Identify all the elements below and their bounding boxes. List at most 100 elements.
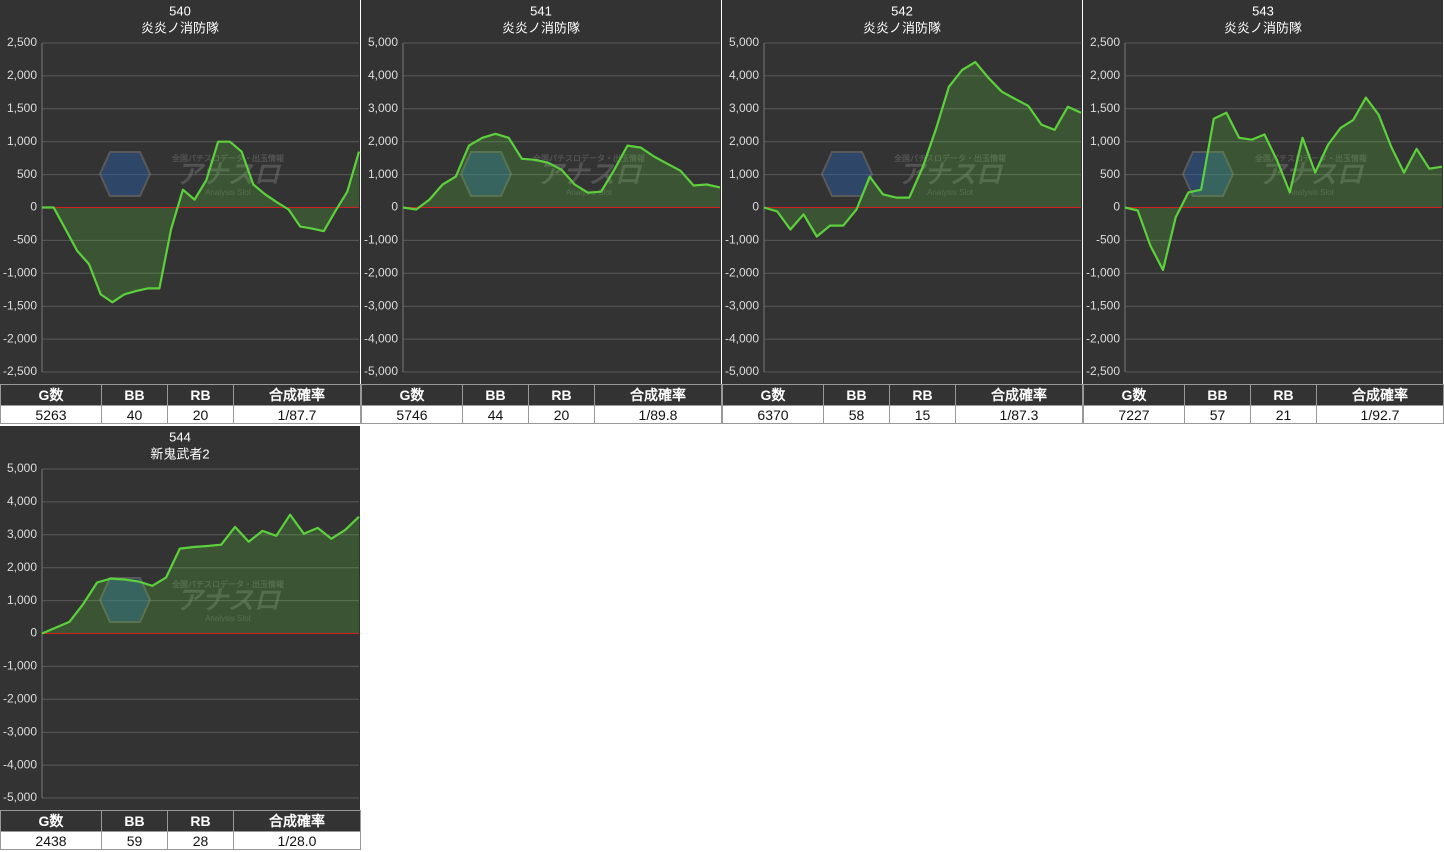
chart: 544 新鬼武者2 -5,000 -4,000 -3,000 -2,000 -1,000 0 1… <box>0 426 360 810</box>
watermark-subtitle: Analysis Slot <box>927 188 974 197</box>
y-tick-label: -1,000 <box>1086 265 1120 279</box>
value-row: 7227 57 21 1/92.7 <box>1083 405 1444 424</box>
header-cell: RB <box>167 384 234 406</box>
y-tick-label: 1,000 <box>7 134 37 148</box>
line <box>41 513 360 635</box>
chart-title: 541 <box>530 3 552 18</box>
y-tick-label: 500 <box>1100 167 1120 181</box>
y-tick-label: -1,500 <box>3 298 37 312</box>
chart-subtitle: 炎炎ノ消防隊 <box>502 20 580 35</box>
header-cell: BB <box>1184 384 1251 406</box>
line <box>42 140 360 304</box>
y-tick-label: -1,000 <box>364 233 398 247</box>
header-cell: RB <box>1250 384 1317 406</box>
value-cell: 44 <box>462 405 529 424</box>
watermark-icon <box>459 151 513 197</box>
y-tick-label: -2,000 <box>364 265 398 279</box>
y-tick-label: 0 <box>1113 200 1120 214</box>
y-tick-label: -3,000 <box>3 724 37 738</box>
y-tick-label: -1,500 <box>1086 298 1120 312</box>
value-cell: 57 <box>1184 405 1251 424</box>
y-tick-label: -1,000 <box>725 233 759 247</box>
stats-table: G数 BB RB 合成確率 5746 44 20 1/89.8 <box>361 384 722 424</box>
y-tick-label: 1,000 <box>368 167 398 181</box>
value-cell: 15 <box>889 405 956 424</box>
watermark-subtitle: Analysis Slot <box>1288 188 1335 197</box>
y-tick-label: -4,000 <box>725 331 759 345</box>
chart-title: 542 <box>891 3 913 18</box>
value-cell: 1/87.7 <box>233 405 361 424</box>
chart-panel: 541 炎炎ノ消防隊 -5,000 -4,000 -3,000 -2,000 -1,000 0… <box>361 0 722 424</box>
value-cell: 20 <box>528 405 595 424</box>
header-row: G数 BB RB 合成確率 <box>361 384 722 406</box>
y-tick-label: 5,000 <box>729 35 759 49</box>
y-tick-label: -2,000 <box>725 265 759 279</box>
line <box>1124 96 1443 272</box>
value-cell: 1/92.7 <box>1316 405 1444 424</box>
y-tick-label: 5,000 <box>7 461 37 475</box>
value-row: 2438 59 28 1/28.0 <box>0 831 361 850</box>
y-tick-label: 0 <box>30 626 37 640</box>
value-cell: 20 <box>167 405 234 424</box>
watermark-subtitle: Analysis Slot <box>205 614 252 623</box>
stats-table: G数 BB RB 合成確率 7227 57 21 1/92.7 <box>1083 384 1444 424</box>
y-tick-label: 0 <box>30 200 37 214</box>
chart: 542 炎炎ノ消防隊 -5,000 -4,000 -3,000 -2,000 -1,000 0… <box>722 0 1082 384</box>
header-cell: RB <box>889 384 956 406</box>
y-tick-label: 5,000 <box>368 35 398 49</box>
watermark-icon <box>98 577 152 623</box>
value-row: 6370 58 15 1/87.3 <box>722 405 1083 424</box>
chart-title: 544 <box>169 429 191 444</box>
area <box>1125 97 1442 270</box>
value-cell: 40 <box>101 405 168 424</box>
watermark-logo: アナスロ <box>176 159 281 189</box>
y-tick-label: -4,000 <box>3 757 37 771</box>
y-tick-label: 1,500 <box>7 101 37 115</box>
y-tick-label: 2,500 <box>1090 35 1120 49</box>
value-cell: 21 <box>1250 405 1317 424</box>
header-cell: RB <box>167 810 234 832</box>
area <box>403 133 720 210</box>
y-tick-label: -500 <box>1096 233 1120 247</box>
y-tick-label: 2,000 <box>729 134 759 148</box>
line <box>763 61 1082 238</box>
watermark-tagline: 全国パチスロデータ・出玉情報 <box>171 153 285 163</box>
y-tick-label: -3,000 <box>725 298 759 312</box>
header-cell: G数 <box>361 384 463 406</box>
y-tick-label: 2,000 <box>7 68 37 82</box>
value-cell: 6370 <box>722 405 824 424</box>
y-tick-label: 1,000 <box>7 593 37 607</box>
y-tick-label: -5,000 <box>725 364 759 378</box>
y-tick-label: 500 <box>17 167 37 181</box>
header-cell: BB <box>101 810 168 832</box>
value-row: 5746 44 20 1/89.8 <box>361 405 722 424</box>
chart-subtitle: 炎炎ノ消防隊 <box>141 20 219 35</box>
y-tick-label: -1,000 <box>3 265 37 279</box>
stats-table: G数 BB RB 合成確率 2438 59 28 1/28.0 <box>0 810 361 850</box>
y-tick-label: -5,000 <box>364 364 398 378</box>
value-cell: 2438 <box>0 831 102 850</box>
header-cell: 合成確率 <box>594 384 722 406</box>
value-cell: 7227 <box>1083 405 1185 424</box>
watermark-logo: アナスロ <box>537 159 642 189</box>
area <box>42 514 359 634</box>
y-tick-label: 3,000 <box>7 527 37 541</box>
y-tick-label: -3,000 <box>364 298 398 312</box>
value-cell: 5746 <box>361 405 463 424</box>
watermark-subtitle: Analysis Slot <box>205 188 252 197</box>
watermark-tagline: 全国パチスロデータ・出玉情報 <box>532 153 646 163</box>
y-tick-label: 4,000 <box>729 68 759 82</box>
y-tick-label: -2,000 <box>3 331 37 345</box>
chart-title: 540 <box>169 3 191 18</box>
y-tick-label: 2,000 <box>368 134 398 148</box>
y-tick-label: 2,000 <box>1090 68 1120 82</box>
chart: 540 炎炎ノ消防隊 -2,500 -2,000 -1,500 -1,000 -500 0 50… <box>0 0 360 384</box>
value-cell: 58 <box>823 405 890 424</box>
stats-table: G数 BB RB 合成確率 6370 58 15 1/87.3 <box>722 384 1083 424</box>
chart-panel: 544 新鬼武者2 -5,000 -4,000 -3,000 -2,000 -1,000 0 1… <box>0 426 361 850</box>
watermark-icon <box>98 151 152 197</box>
value-cell: 1/89.8 <box>594 405 722 424</box>
chart-subtitle: 炎炎ノ消防隊 <box>1224 20 1302 35</box>
